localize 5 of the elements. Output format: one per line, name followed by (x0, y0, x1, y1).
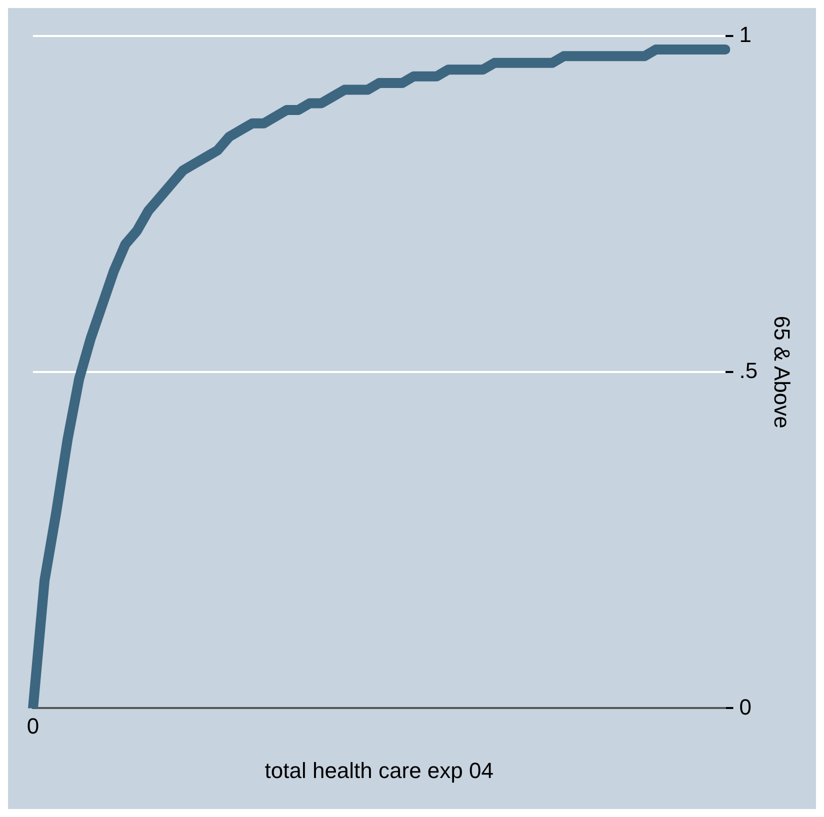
y-tick-label: 1 (739, 22, 752, 48)
y-axis-title: 65 & Above (770, 316, 795, 428)
y-tick-label: 0 (739, 694, 752, 720)
y-tick-label: .5 (739, 358, 758, 384)
x-axis-title: total health care exp 04 (264, 758, 494, 783)
